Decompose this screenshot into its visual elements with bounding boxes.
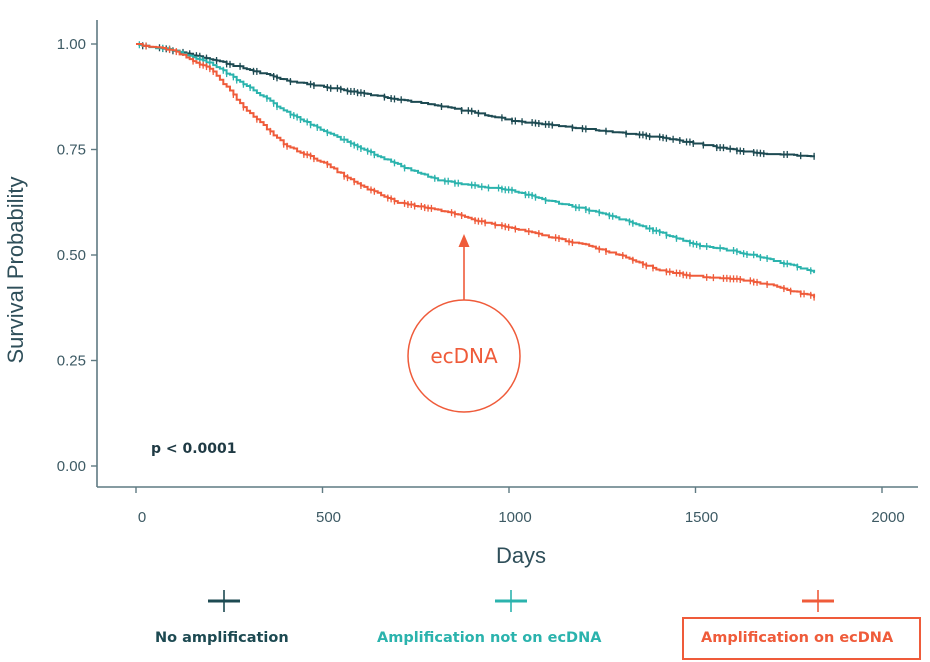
callout-circle [407, 299, 521, 413]
callout-arrow-head [458, 234, 470, 247]
legend-label-amplification-not-on-ecdna: Amplification not on ecDNA [377, 630, 602, 646]
series-0 [136, 42, 815, 160]
y-tick-label: 1.00 [57, 36, 86, 53]
y-axis-ticks: 0.00 0.25 0.50 0.75 1.00 [57, 36, 97, 475]
legend-label-no-amplification: No amplification [155, 630, 289, 646]
y-tick-label: 0.25 [57, 353, 86, 370]
x-axis-title: Days [496, 543, 546, 568]
series-2 [136, 42, 816, 301]
legend-markers [208, 590, 834, 612]
x-tick-label: 2000 [871, 509, 904, 526]
ecdna-callout: ecDNA [407, 234, 521, 413]
survival-curve-line [136, 43, 816, 274]
x-tick-label: 0 [138, 509, 146, 526]
y-tick-label: 0.50 [57, 247, 86, 264]
x-tick-label: 1500 [685, 509, 718, 526]
y-tick-label: 0.00 [57, 458, 86, 475]
x-tick-label: 1000 [498, 509, 531, 526]
p-value-annotation: p < 0.0001 [151, 441, 237, 457]
series-1 [136, 41, 816, 275]
survival-curve-line [136, 43, 816, 299]
legend-label-amplification-on-ecdna: Amplification on ecDNA [701, 630, 894, 646]
survival-curves [136, 41, 816, 301]
y-tick-label: 0.75 [57, 142, 86, 159]
callout-label: ecDNA [430, 344, 498, 368]
x-tick-label: 500 [316, 509, 341, 526]
legend-highlight-box [682, 617, 921, 660]
y-axis-title: Survival Probability [3, 176, 28, 363]
x-axis-ticks: 0 500 1000 1500 2000 [135, 487, 905, 526]
